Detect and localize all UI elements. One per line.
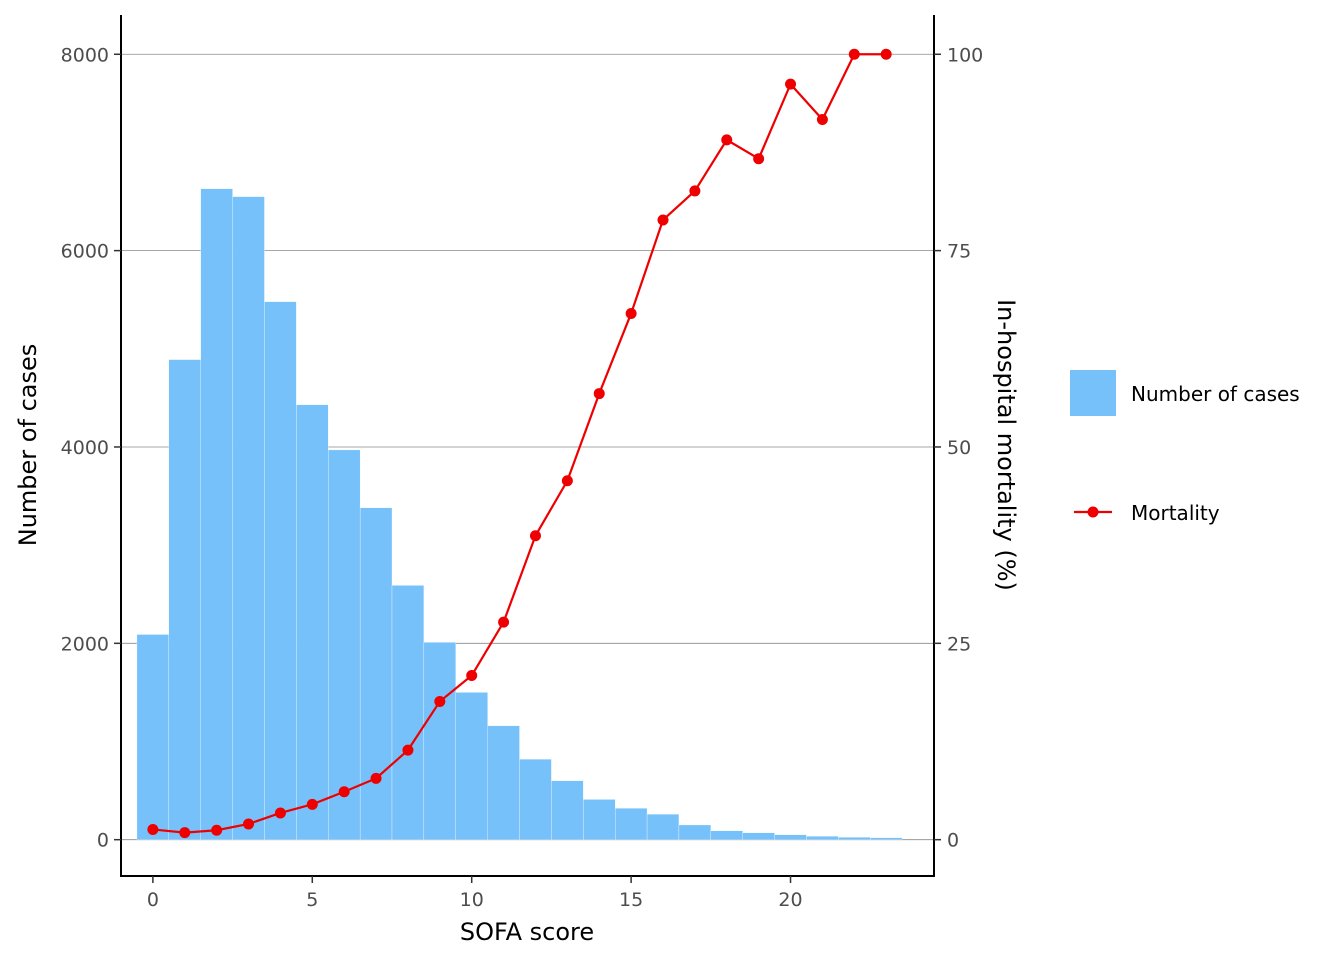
x-tick-label: 20 bbox=[778, 889, 802, 911]
mortality-point bbox=[243, 818, 255, 830]
x-tick-label: 0 bbox=[147, 889, 159, 911]
y2-tick-label: 0 bbox=[947, 830, 959, 852]
mortality-point bbox=[721, 134, 733, 146]
mortality-point bbox=[338, 786, 350, 798]
mortality-point bbox=[498, 616, 510, 628]
mortality-point bbox=[147, 823, 159, 835]
y-tick-label: 6000 bbox=[61, 241, 109, 263]
bar bbox=[487, 725, 520, 840]
bar bbox=[678, 824, 711, 840]
bar bbox=[200, 188, 233, 840]
mortality-point bbox=[816, 113, 828, 125]
bar bbox=[391, 585, 425, 840]
bar bbox=[136, 634, 169, 840]
axes bbox=[114, 15, 941, 883]
bar bbox=[806, 836, 839, 840]
y2-axis-title: In-hospital mortality (%) bbox=[992, 299, 1020, 591]
mortality-point bbox=[657, 214, 669, 226]
x-tick-label: 10 bbox=[460, 889, 484, 911]
mortality-point bbox=[625, 307, 637, 319]
bar bbox=[742, 832, 775, 840]
bar bbox=[168, 359, 201, 840]
bar bbox=[264, 301, 297, 840]
y-tick-label: 4000 bbox=[61, 437, 109, 459]
y-tick-label: 0 bbox=[97, 830, 109, 852]
legend-swatch-mortality-point bbox=[1087, 506, 1099, 518]
y-tick-label: 2000 bbox=[61, 633, 109, 655]
mortality-point bbox=[529, 530, 541, 542]
bar bbox=[423, 642, 456, 840]
mortality-point bbox=[306, 798, 318, 810]
mortality-point bbox=[785, 78, 797, 90]
bar bbox=[615, 808, 648, 840]
bar bbox=[328, 449, 361, 840]
mortality-point bbox=[466, 670, 478, 682]
legend-swatch-number-of-cases bbox=[1070, 370, 1116, 416]
legend-label-mortality: Mortality bbox=[1131, 501, 1220, 525]
bar bbox=[296, 404, 329, 840]
mortality-point bbox=[434, 695, 446, 707]
mortality-point bbox=[593, 388, 605, 400]
legend: Number of cases Mortality bbox=[1070, 370, 1300, 525]
mortality-point bbox=[179, 827, 191, 839]
legend-label-number-of-cases: Number of cases bbox=[1131, 382, 1300, 406]
mortality-point bbox=[211, 824, 223, 836]
tick-labels: 0 2000 4000 6000 8000 0 25 50 75 100 0 5 10 15 20 bbox=[61, 44, 984, 911]
mortality-point bbox=[561, 475, 573, 487]
y2-tick-label: 75 bbox=[947, 241, 971, 263]
x-tick-label: 15 bbox=[619, 889, 643, 911]
mortality-point bbox=[689, 185, 701, 197]
bar bbox=[551, 780, 584, 840]
x-axis-title: SOFA score bbox=[460, 918, 594, 946]
bar bbox=[359, 507, 393, 840]
y2-tick-label: 100 bbox=[947, 44, 983, 66]
mortality-point bbox=[370, 772, 382, 784]
mortality-point bbox=[753, 153, 765, 165]
bar bbox=[646, 813, 680, 840]
y-tick-label: 8000 bbox=[61, 44, 109, 66]
bar bbox=[710, 830, 743, 840]
bar bbox=[838, 837, 871, 840]
mortality-point bbox=[880, 48, 892, 60]
bar bbox=[583, 799, 616, 840]
mortality-line bbox=[152, 53, 887, 834]
y2-tick-label: 50 bbox=[947, 437, 971, 459]
bars-number-of-cases bbox=[136, 188, 903, 840]
line-mortality bbox=[147, 48, 892, 839]
bar bbox=[519, 759, 552, 840]
y-axis-title: Number of cases bbox=[14, 344, 42, 546]
bar bbox=[455, 692, 488, 840]
mortality-point bbox=[274, 807, 286, 819]
bar bbox=[870, 837, 903, 840]
x-tick-label: 5 bbox=[306, 889, 318, 911]
mortality-point bbox=[402, 744, 414, 756]
bar bbox=[232, 196, 265, 840]
y2-tick-label: 25 bbox=[947, 633, 971, 655]
bar bbox=[774, 834, 807, 840]
mortality-point bbox=[848, 48, 860, 60]
